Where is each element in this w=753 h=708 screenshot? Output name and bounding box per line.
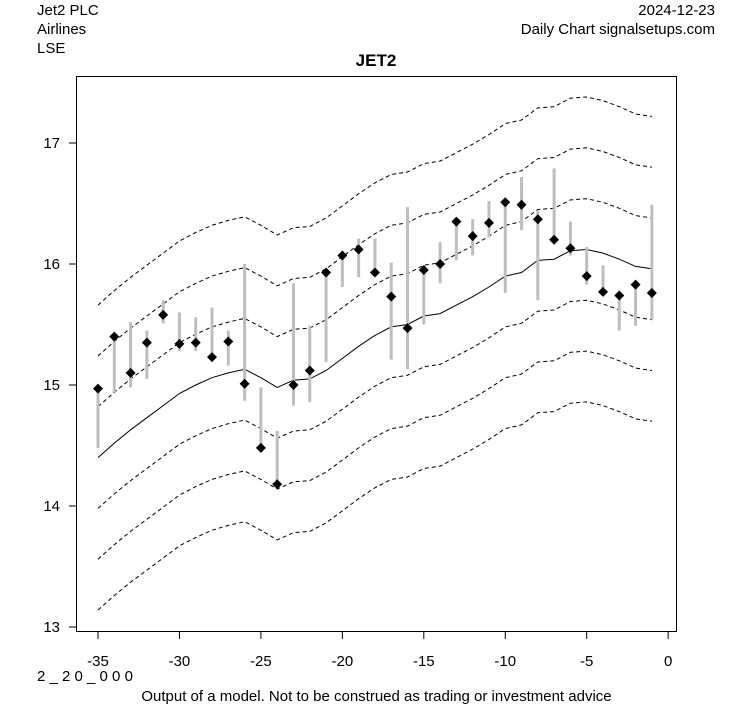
close-marker [532, 214, 543, 225]
close-marker [272, 479, 283, 490]
close-marker [597, 286, 608, 297]
close-marker [321, 267, 332, 278]
close-marker [255, 442, 266, 453]
close-marker [207, 352, 218, 363]
close-marker [141, 337, 152, 348]
x-tick-label: -35 [87, 653, 109, 670]
x-axis: -35 -30 -25 -20 -15 -10 -5 0 [87, 632, 672, 670]
y-tick-label: 13 [43, 619, 60, 636]
y-tick-label: 14 [43, 498, 60, 515]
x-tick-label: -5 [580, 653, 593, 670]
close-marker [549, 234, 560, 245]
close-marker [158, 309, 169, 320]
close-marker [239, 378, 250, 389]
close-marker [402, 323, 413, 334]
band-line-5 [97, 401, 652, 611]
close-marker [516, 199, 527, 210]
close-marker [337, 250, 348, 261]
y-tick-label: 16 [43, 256, 60, 273]
x-tick-label: -25 [250, 653, 272, 670]
close-marker [614, 290, 625, 301]
chart-title: JET2 [356, 51, 397, 70]
x-tick-label: -10 [494, 653, 516, 670]
x-tick-label: -30 [169, 653, 191, 670]
close-marker [190, 337, 201, 348]
plot-frame [76, 76, 677, 632]
x-tick-label: -15 [413, 653, 435, 670]
center-line [97, 248, 652, 458]
close-marker [174, 338, 185, 349]
close-marker [353, 244, 364, 255]
close-marker [467, 231, 478, 242]
band-line-3 [97, 299, 652, 509]
close-marker [451, 216, 462, 227]
close-marker [500, 197, 511, 208]
y-axis: 13 14 15 16 17 [43, 135, 76, 636]
close-marker [369, 267, 380, 278]
band-line-2 [97, 96, 652, 306]
close-marker [125, 367, 136, 378]
model-code: 2 _ 2 0 _ 0 0 0 [37, 668, 133, 685]
close-marker [93, 383, 103, 394]
range-bars [96, 168, 654, 487]
company-name: Jet2 PLC [37, 2, 99, 19]
close-marker [581, 271, 592, 282]
close-markers [93, 197, 657, 490]
chart-source: Daily Chart signalsetups.com [520, 21, 715, 38]
exchange-label: LSE [37, 40, 66, 57]
close-marker [646, 288, 657, 299]
y-tick-label: 17 [43, 135, 60, 152]
band-lines [97, 96, 652, 611]
close-marker [223, 336, 234, 347]
close-marker [565, 243, 576, 254]
sector-label: Airlines [37, 21, 87, 38]
close-marker [288, 380, 299, 390]
band-line-4 [97, 350, 652, 560]
x-tick-label: 0 [664, 653, 672, 670]
disclaimer: Output of a model. Not to be construed a… [141, 688, 612, 705]
close-marker [109, 331, 120, 342]
close-marker [386, 291, 397, 302]
close-marker [483, 217, 494, 228]
chart-date: 2024-12-23 [638, 2, 715, 19]
band-line-0 [97, 198, 652, 408]
band-line-1 [97, 147, 652, 357]
close-marker [630, 279, 641, 290]
close-marker [418, 265, 429, 276]
close-marker [435, 259, 446, 269]
x-tick-label: -20 [332, 653, 354, 670]
y-tick-label: 15 [43, 377, 60, 394]
close-marker [304, 365, 315, 376]
